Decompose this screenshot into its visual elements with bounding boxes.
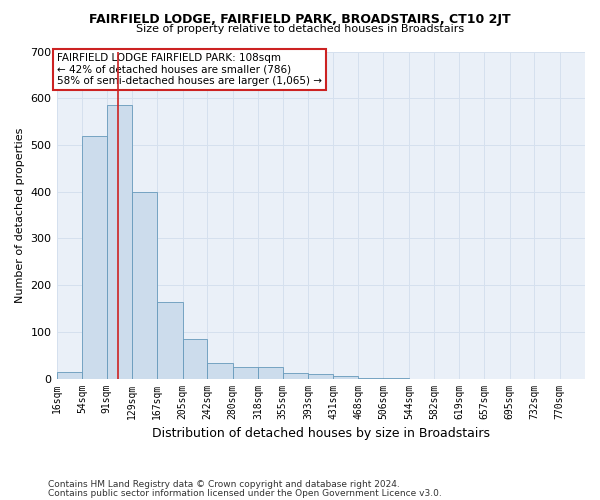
Y-axis label: Number of detached properties: Number of detached properties	[15, 128, 25, 302]
Text: Contains HM Land Registry data © Crown copyright and database right 2024.: Contains HM Land Registry data © Crown c…	[48, 480, 400, 489]
Text: FAIRFIELD LODGE, FAIRFIELD PARK, BROADSTAIRS, CT10 2JT: FAIRFIELD LODGE, FAIRFIELD PARK, BROADST…	[89, 12, 511, 26]
Bar	[208, 363, 233, 378]
Text: Size of property relative to detached houses in Broadstairs: Size of property relative to detached ho…	[136, 24, 464, 34]
Bar	[334, 376, 358, 378]
Bar	[308, 374, 334, 378]
X-axis label: Distribution of detached houses by size in Broadstairs: Distribution of detached houses by size …	[152, 427, 490, 440]
Bar	[258, 367, 283, 378]
Bar	[233, 367, 258, 378]
Bar	[157, 302, 182, 378]
Bar	[107, 105, 132, 378]
Text: FAIRFIELD LODGE FAIRFIELD PARK: 108sqm
← 42% of detached houses are smaller (786: FAIRFIELD LODGE FAIRFIELD PARK: 108sqm ←…	[57, 53, 322, 86]
Bar	[56, 372, 82, 378]
Bar	[132, 192, 157, 378]
Text: Contains public sector information licensed under the Open Government Licence v3: Contains public sector information licen…	[48, 488, 442, 498]
Bar	[182, 339, 208, 378]
Bar	[82, 136, 107, 378]
Bar	[283, 373, 308, 378]
